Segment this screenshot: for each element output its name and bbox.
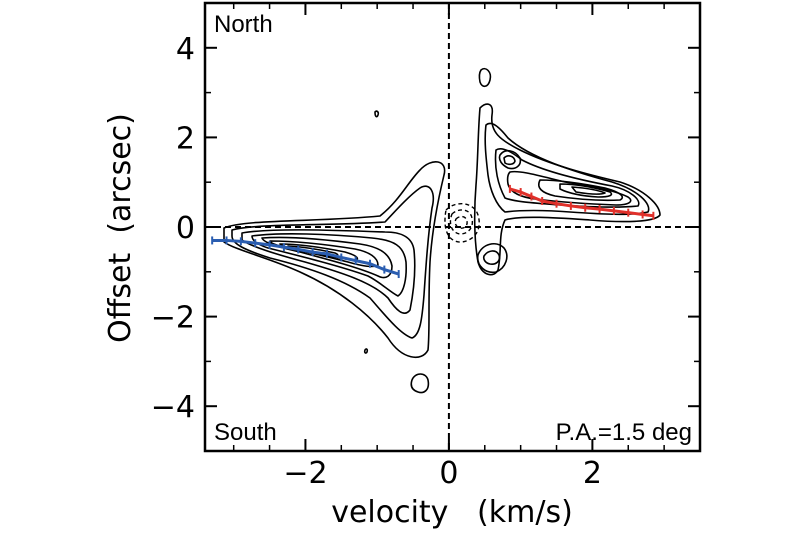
y-tick-label: 0 xyxy=(176,211,195,246)
y-tick-label: −4 xyxy=(151,390,195,425)
contour-north-blob-top xyxy=(478,67,492,88)
annotation-position-angle: P.A.=1.5 deg xyxy=(556,419,692,446)
contour-center-right-low-inner xyxy=(482,250,501,265)
neg-contour-3 xyxy=(454,215,468,229)
y-tick-label: −2 xyxy=(151,301,195,336)
contour-south-5 xyxy=(261,236,393,279)
y-tick-label: 2 xyxy=(176,121,195,156)
y-ticks: −4 −2 0 2 4 xyxy=(151,2,700,452)
neg-contour-2 xyxy=(449,209,474,235)
annotation-south: South xyxy=(214,419,277,446)
x-tick-label: 0 xyxy=(439,456,458,491)
red-series xyxy=(508,184,655,220)
contour-north-1 xyxy=(473,103,661,276)
x-axis-label: velocity (km/s) xyxy=(331,495,573,530)
y-tick-label: 4 xyxy=(176,32,195,67)
red-series-line xyxy=(509,187,654,218)
contour-south-blob xyxy=(410,373,430,394)
blue-series-line xyxy=(212,238,400,276)
contour-north-inner-b xyxy=(503,155,516,166)
x-tick-label: 2 xyxy=(583,456,602,491)
contour-south-2 xyxy=(231,185,435,339)
contour-north-7 xyxy=(571,186,606,195)
contour-north-inner-a xyxy=(498,149,522,170)
contour-north-5 xyxy=(538,179,624,202)
x-tick-label: −2 xyxy=(283,456,327,491)
contour-south-3 xyxy=(241,229,416,314)
contour-north-6 xyxy=(559,183,613,198)
contour-south-1 xyxy=(223,161,446,359)
y-axis-label: Offset (arcsec) xyxy=(103,113,138,343)
blue-series xyxy=(211,236,400,279)
contour-south-4 xyxy=(251,233,407,297)
x-ticks: −2 0 2 xyxy=(232,3,665,491)
contour-north-3 xyxy=(494,147,640,208)
contour-north-dot xyxy=(374,110,380,118)
contour-south-dot xyxy=(363,348,369,354)
annotation-north: North xyxy=(214,11,273,38)
contours xyxy=(223,67,661,394)
contour-center-right-low xyxy=(476,243,508,274)
contour-north-2 xyxy=(484,122,650,216)
